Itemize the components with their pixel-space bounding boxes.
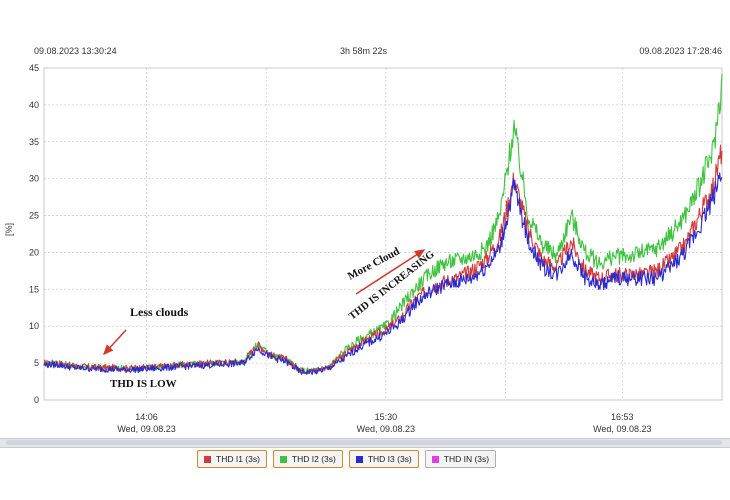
start-time-label: 09.08.2023 13:30:24 <box>34 46 117 56</box>
y-tick-label: 35 <box>29 137 39 147</box>
time-scrollbar[interactable] <box>0 438 730 448</box>
y-tick-label: 10 <box>29 321 39 331</box>
x-tick-date-label: Wed, 09.08.23 <box>357 424 415 434</box>
thd-low-annotation: THD IS LOW <box>110 378 177 390</box>
y-tick-label: 30 <box>29 174 39 184</box>
x-tick-date-label: Wed, 09.08.23 <box>117 424 175 434</box>
y-tick-label: 45 <box>29 63 39 73</box>
plot-area <box>43 67 723 401</box>
scrollbar-thumb[interactable] <box>6 440 722 445</box>
series-lines <box>43 73 723 376</box>
legend-item-thd-i3[interactable]: THD I3 (3s) <box>348 450 419 468</box>
thd-in-swatch <box>431 455 439 463</box>
legend-item-thd-i2[interactable]: THD I2 (3s) <box>272 450 343 468</box>
grid <box>43 67 723 401</box>
thd-i1-swatch <box>204 455 211 463</box>
y-tick-label: 25 <box>29 211 39 221</box>
y-tick-label: 40 <box>29 100 39 110</box>
legend-item-thd-in[interactable]: THD IN (3s) <box>424 450 497 468</box>
axes: 0 5 10 15 20 25 30 35 40 45 14:06 Wed, 09.08.23 15:3… <box>29 63 652 434</box>
y-tick-label: 20 <box>29 247 39 257</box>
legend-label-thd-in: THD IN (3s) <box>443 454 490 464</box>
duration-label: 3h 58m 22s <box>340 46 388 56</box>
y-tick-label: 0 <box>34 395 39 405</box>
thd-i3-swatch <box>355 455 363 463</box>
legend-label-thd-i1: THD I1 (3s) <box>216 454 260 464</box>
x-tick-date-label: Wed, 09.08.23 <box>593 424 651 434</box>
y-tick-label: 15 <box>29 284 39 294</box>
less-clouds-arrow <box>102 329 127 356</box>
y-axis-label: [%] <box>4 223 14 236</box>
x-tick-time-label: 14:06 <box>135 412 158 422</box>
series-line-thd-i3 <box>43 172 723 376</box>
legend: THD I1 (3s) THD I2 (3s) THD I3 (3s) THD … <box>197 450 497 468</box>
x-tick-time-label: 15:30 <box>375 412 398 422</box>
legend-label-thd-i3: THD I3 (3s) <box>367 454 412 464</box>
legend-label-thd-i2: THD I2 (3s) <box>291 454 336 464</box>
y-tick-label: 5 <box>34 358 39 368</box>
more-cloud-arrow <box>355 249 426 295</box>
end-time-label: 09.08.2023 17:28:46 <box>639 46 722 56</box>
less-clouds-annotation: Less clouds <box>130 305 189 319</box>
x-tick-time-label: 16:53 <box>611 412 634 422</box>
legend-item-thd-i1[interactable]: THD I1 (3s) <box>197 450 267 468</box>
thd-i2-swatch <box>279 455 287 463</box>
